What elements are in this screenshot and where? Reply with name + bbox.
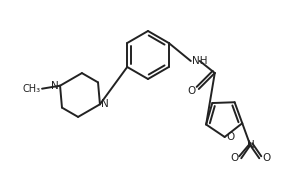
Text: O: O (230, 153, 238, 163)
Text: N: N (247, 140, 255, 150)
Text: O: O (227, 132, 235, 142)
Text: CH₃: CH₃ (23, 84, 41, 94)
Text: N: N (51, 81, 59, 91)
Text: NH: NH (192, 56, 207, 66)
Text: O: O (188, 86, 196, 96)
Text: N: N (101, 99, 109, 109)
Text: O: O (262, 153, 271, 163)
